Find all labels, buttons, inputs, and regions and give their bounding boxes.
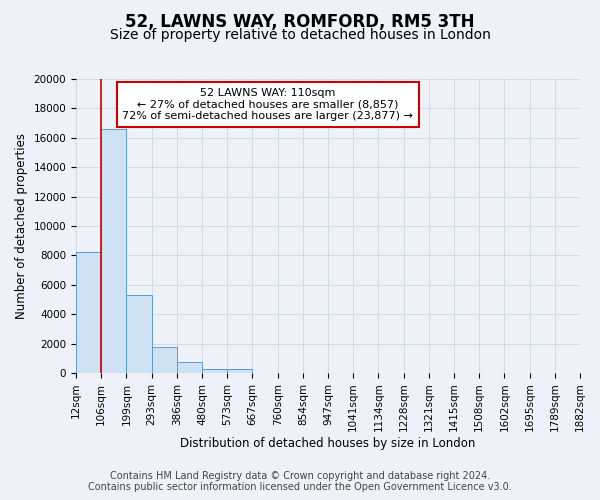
Text: Size of property relative to detached houses in London: Size of property relative to detached ho… bbox=[110, 28, 490, 42]
X-axis label: Distribution of detached houses by size in London: Distribution of detached houses by size … bbox=[181, 437, 476, 450]
Y-axis label: Number of detached properties: Number of detached properties bbox=[15, 133, 28, 319]
Text: Contains HM Land Registry data © Crown copyright and database right 2024.
Contai: Contains HM Land Registry data © Crown c… bbox=[88, 471, 512, 492]
Text: 52 LAWNS WAY: 110sqm
← 27% of detached houses are smaller (8,857)
72% of semi-de: 52 LAWNS WAY: 110sqm ← 27% of detached h… bbox=[122, 88, 413, 121]
Bar bbox=[76, 252, 101, 373]
Bar bbox=[101, 129, 127, 373]
Bar bbox=[152, 346, 177, 373]
Bar bbox=[227, 369, 253, 373]
Text: 52, LAWNS WAY, ROMFORD, RM5 3TH: 52, LAWNS WAY, ROMFORD, RM5 3TH bbox=[125, 12, 475, 30]
Bar bbox=[202, 369, 227, 373]
Bar bbox=[127, 295, 152, 373]
Bar bbox=[177, 362, 202, 373]
